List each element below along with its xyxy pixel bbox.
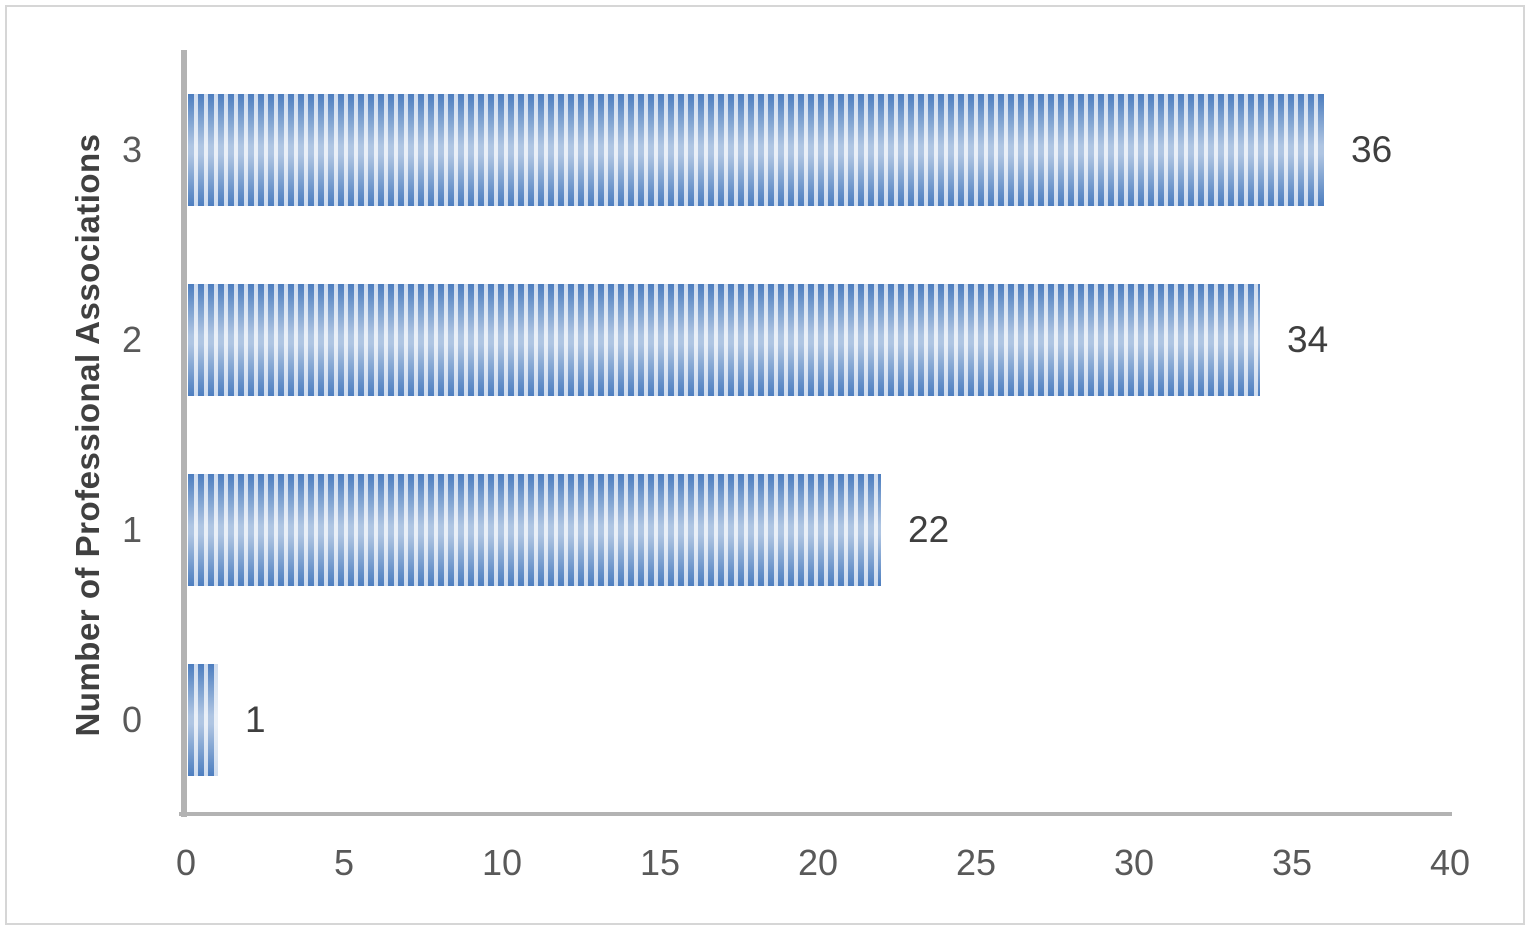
bar-value-label: 1: [245, 699, 266, 740]
x-tick-label: 15: [639, 842, 681, 883]
category-tick-label: 2: [121, 319, 143, 360]
bar-value-label: 36: [1351, 129, 1393, 170]
bar: [188, 94, 1324, 206]
x-tick-label: 40: [1429, 842, 1471, 883]
x-tick-label: 30: [1113, 842, 1155, 883]
bar-value-label: 34: [1287, 319, 1329, 360]
x-tick-label: 25: [955, 842, 997, 883]
bar: [188, 664, 218, 776]
x-tick-label: 35: [1271, 842, 1313, 883]
x-tick-label: 10: [481, 842, 523, 883]
x-tick-label: 0: [175, 842, 197, 883]
bar-value-label: 22: [908, 509, 950, 550]
bar: [188, 474, 881, 586]
bar: [188, 284, 1260, 396]
category-tick-label: 1: [121, 509, 143, 550]
y-axis-title: Number of Professional Associations: [69, 133, 106, 737]
x-tick-label: 5: [333, 842, 355, 883]
x-axis-line: [179, 812, 1452, 816]
category-tick-label: 3: [121, 129, 143, 170]
y-axis-line: [181, 50, 187, 817]
category-tick-label: 0: [121, 699, 143, 740]
x-tick-label: 20: [797, 842, 839, 883]
